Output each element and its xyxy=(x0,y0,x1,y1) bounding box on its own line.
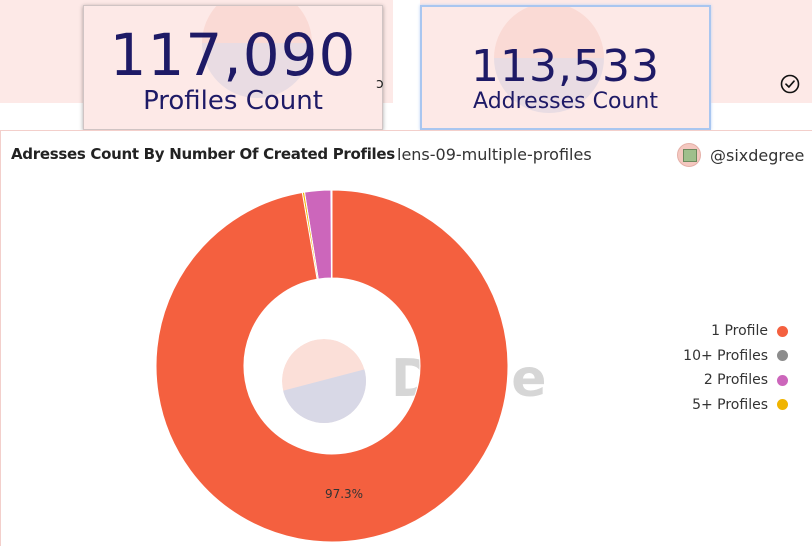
query-name-link[interactable]: lens-09-multiple-profiles xyxy=(397,145,592,164)
legend-item[interactable]: 2 Profiles xyxy=(683,368,788,393)
addresses-count-card: 113,533 Addresses Count xyxy=(420,5,711,130)
dune-logo-icon xyxy=(282,339,366,423)
legend-label: 2 Profiles xyxy=(703,372,768,389)
logo-watermark-icon xyxy=(202,6,312,98)
addresses-count-label: Addresses Count xyxy=(473,89,658,114)
legend-item[interactable]: 10+ Profiles xyxy=(683,344,788,369)
addresses-count-value: 113,533 xyxy=(471,41,660,92)
chart-panel: Adresses Count By Number Of Created Prof… xyxy=(0,130,812,546)
author-link[interactable]: @sixdegree xyxy=(677,143,804,167)
legend-label: 1 Profile xyxy=(711,323,768,340)
chart-title: Adresses Count By Number Of Created Prof… xyxy=(11,145,395,163)
legend-label: 10+ Profiles xyxy=(683,347,768,364)
slice-data-label: 97.3% xyxy=(325,487,363,501)
partial-icon: ɔ xyxy=(376,76,384,92)
legend-swatch xyxy=(777,350,788,362)
chart-legend: 1 Profile 10+ Profiles 2 Profiles 5+ Profil… xyxy=(683,319,788,417)
legend-swatch xyxy=(777,374,788,386)
profiles-count-label: Profiles Count xyxy=(143,86,323,116)
profiles-count-value: 117,090 xyxy=(109,21,357,89)
legend-swatch xyxy=(777,325,788,337)
legend-swatch xyxy=(777,399,788,411)
legend-item[interactable]: 1 Profile xyxy=(683,319,788,344)
legend-item[interactable]: 5+ Profiles xyxy=(683,393,788,418)
check-circle-icon[interactable] xyxy=(780,74,800,94)
author-name: @sixdegree xyxy=(710,145,805,165)
logo-watermark-icon xyxy=(494,7,604,113)
profiles-count-card: 117,090 Profiles Count xyxy=(83,5,383,130)
avatar xyxy=(677,143,701,167)
donut-chart: 97.3% xyxy=(155,189,509,543)
pie-slice-1-profile[interactable] xyxy=(155,189,509,543)
legend-label: 5+ Profiles xyxy=(692,396,768,413)
